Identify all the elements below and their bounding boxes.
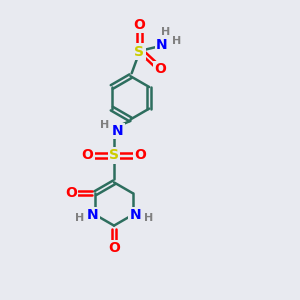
Text: H: H [100, 120, 109, 130]
Text: N: N [87, 208, 99, 222]
Text: S: S [109, 148, 119, 162]
Text: O: O [108, 241, 120, 255]
Text: N: N [112, 124, 123, 138]
Text: S: S [134, 45, 145, 58]
Text: N: N [156, 38, 168, 52]
Text: H: H [161, 27, 170, 38]
Text: O: O [134, 148, 146, 162]
Text: H: H [75, 213, 84, 224]
Text: O: O [134, 18, 146, 32]
Text: N: N [129, 208, 141, 222]
Text: O: O [154, 62, 166, 76]
Text: H: H [172, 35, 182, 46]
Text: O: O [65, 186, 77, 200]
Text: H: H [144, 213, 153, 224]
Text: O: O [82, 148, 94, 162]
